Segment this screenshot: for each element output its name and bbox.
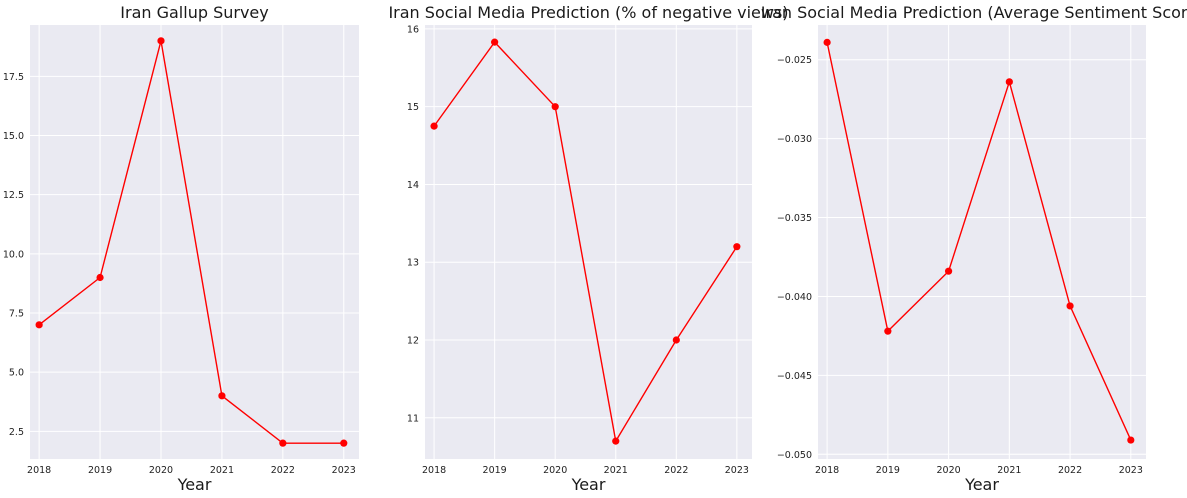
plot-area xyxy=(425,25,752,459)
series-line xyxy=(38,40,344,444)
data-point xyxy=(96,273,104,282)
y-tick-label: 15 xyxy=(407,102,419,113)
y-tick-label: −0.040 xyxy=(777,292,812,303)
chart-title: Iran Social Media Prediction (Average Se… xyxy=(761,3,1187,22)
data-point xyxy=(823,38,831,46)
x-tick-label: 2023 xyxy=(332,465,356,476)
data-point xyxy=(279,439,287,447)
x-tick-label: 2019 xyxy=(88,465,112,476)
chart-panel-1: 2018 2019 2020 2021 2022 2023 2.5 5.0 7.5 10.0 12.… xyxy=(3,3,359,494)
x-tick-label: 2023 xyxy=(1119,465,1143,476)
x-tick-label: 2018 xyxy=(815,465,839,476)
x-tick-label: 2018 xyxy=(27,465,51,476)
chart-title: Iran Social Media Prediction (% of negat… xyxy=(388,3,788,22)
y-tick-label: −0.030 xyxy=(777,134,812,145)
data-point xyxy=(1127,436,1135,444)
y-tick-label: 16 xyxy=(407,24,419,35)
y-tick-label: 11 xyxy=(407,413,419,424)
data-point xyxy=(491,38,499,46)
data-point xyxy=(430,122,438,130)
data-point xyxy=(884,327,892,335)
y-tick-label: 2.5 xyxy=(9,427,24,438)
data-point xyxy=(1066,302,1074,310)
series-line xyxy=(826,42,1132,441)
data-point xyxy=(1005,78,1013,86)
x-tick-label: 2022 xyxy=(1058,465,1082,476)
x-tick-label: 2021 xyxy=(210,465,234,476)
y-tick-label: −0.035 xyxy=(777,213,812,224)
chart-panel-3: 2018 2019 2020 2021 2022 2023 −0.050 −0.045 −0.0… xyxy=(761,3,1187,494)
y-tick-label: −0.045 xyxy=(777,371,812,382)
x-tick-label: 2018 xyxy=(422,465,446,476)
x-axis-label: Year xyxy=(177,475,212,494)
data-point xyxy=(672,336,680,344)
data-point xyxy=(733,243,741,251)
x-tick-label: 2019 xyxy=(483,465,507,476)
y-tick-label: −0.025 xyxy=(777,55,812,66)
y-tick-label: 17.5 xyxy=(3,72,24,83)
y-tick-label: 15.0 xyxy=(3,131,24,142)
data-point xyxy=(340,439,348,447)
x-axis-label: Year xyxy=(964,475,999,494)
data-point xyxy=(218,392,226,400)
data-point xyxy=(551,103,559,111)
y-tick-label: 12 xyxy=(407,336,419,347)
data-point xyxy=(944,267,953,275)
x-tick-label: 2023 xyxy=(725,465,749,476)
y-tick-label: 13 xyxy=(407,258,419,269)
y-tick-label: 14 xyxy=(407,180,419,191)
plot-area xyxy=(818,25,1146,459)
y-tick-label: 10.0 xyxy=(3,249,24,260)
x-tick-label: 2020 xyxy=(936,465,960,476)
x-tick-label: 2022 xyxy=(664,465,688,476)
data-point xyxy=(35,321,43,329)
chart-title: Iran Gallup Survey xyxy=(120,3,268,22)
data-point xyxy=(157,37,165,45)
plot-area xyxy=(30,25,359,459)
chart-panel-2: 2018 2019 2020 2021 2022 2023 11 12 13 14 15 16 Iran… xyxy=(388,3,788,494)
x-tick-label: 2021 xyxy=(604,465,628,476)
y-tick-label: −0.050 xyxy=(777,450,812,461)
x-tick-label: 2019 xyxy=(876,465,900,476)
y-tick-label: 12.5 xyxy=(3,190,24,201)
data-point xyxy=(612,437,620,445)
x-tick-label: 2020 xyxy=(543,465,567,476)
y-tick-label: 5.0 xyxy=(9,368,24,379)
x-tick-label: 2021 xyxy=(997,465,1021,476)
x-tick-label: 2022 xyxy=(271,465,295,476)
series-line xyxy=(433,41,738,444)
y-tick-label: 7.5 xyxy=(9,308,24,319)
x-tick-label: 2020 xyxy=(149,465,173,476)
x-axis-label: Year xyxy=(571,475,606,494)
